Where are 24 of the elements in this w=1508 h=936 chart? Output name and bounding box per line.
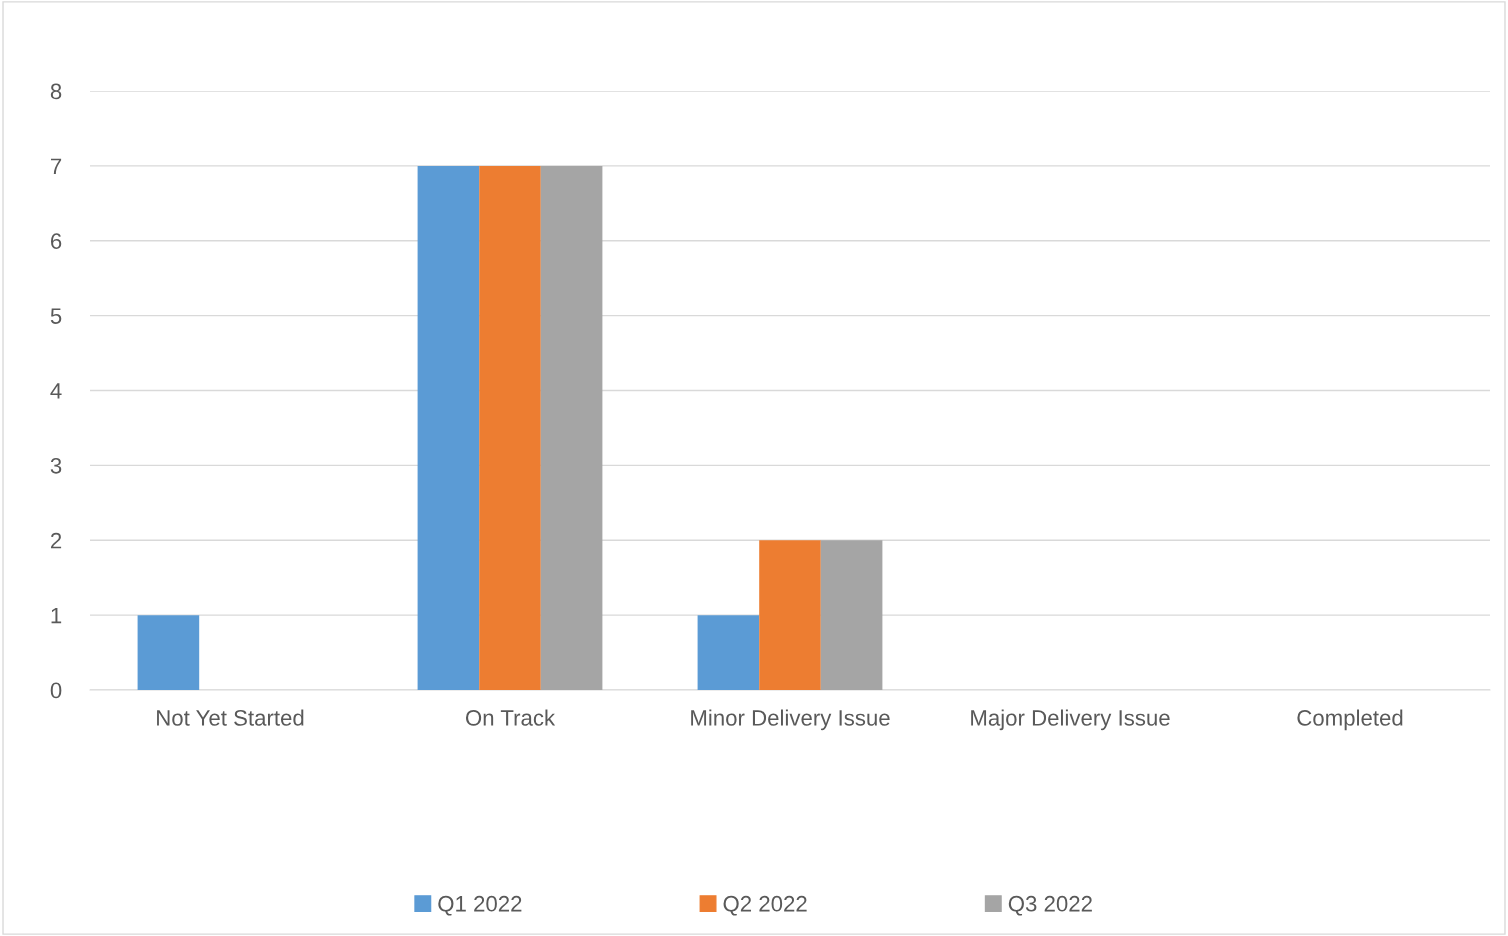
y-tick-label: 1 [51, 607, 62, 624]
y-tick-label: 2 [50, 532, 62, 549]
bar [759, 540, 821, 690]
x-tick-label: Completed [1297, 709, 1403, 731]
legend-label: Q1 2022 [438, 895, 522, 916]
legend-label: Q2 2022 [723, 895, 807, 916]
x-tick-label: Major Delivery Issue [971, 709, 1170, 731]
y-tick-label: 0 [50, 682, 62, 699]
bar [479, 165, 541, 690]
y-tick-label: 3 [50, 457, 62, 474]
y-tick-label: 8 [50, 83, 62, 100]
y-tick-label: 4 [50, 383, 62, 399]
bar [417, 165, 480, 690]
bar [697, 615, 760, 690]
x-tick-label: Not Yet Started [157, 709, 304, 726]
legend-label: Q3 2022 [1008, 895, 1092, 916]
y-tick-label: 5 [50, 308, 62, 324]
bar [540, 165, 603, 690]
bar [820, 540, 883, 690]
bar [137, 615, 200, 690]
y-tick-label: 6 [50, 233, 62, 250]
x-tick-label: Minor Delivery Issue [691, 709, 890, 731]
x-tick-label: On Track [465, 709, 556, 726]
y-tick-label: 7 [51, 158, 62, 174]
